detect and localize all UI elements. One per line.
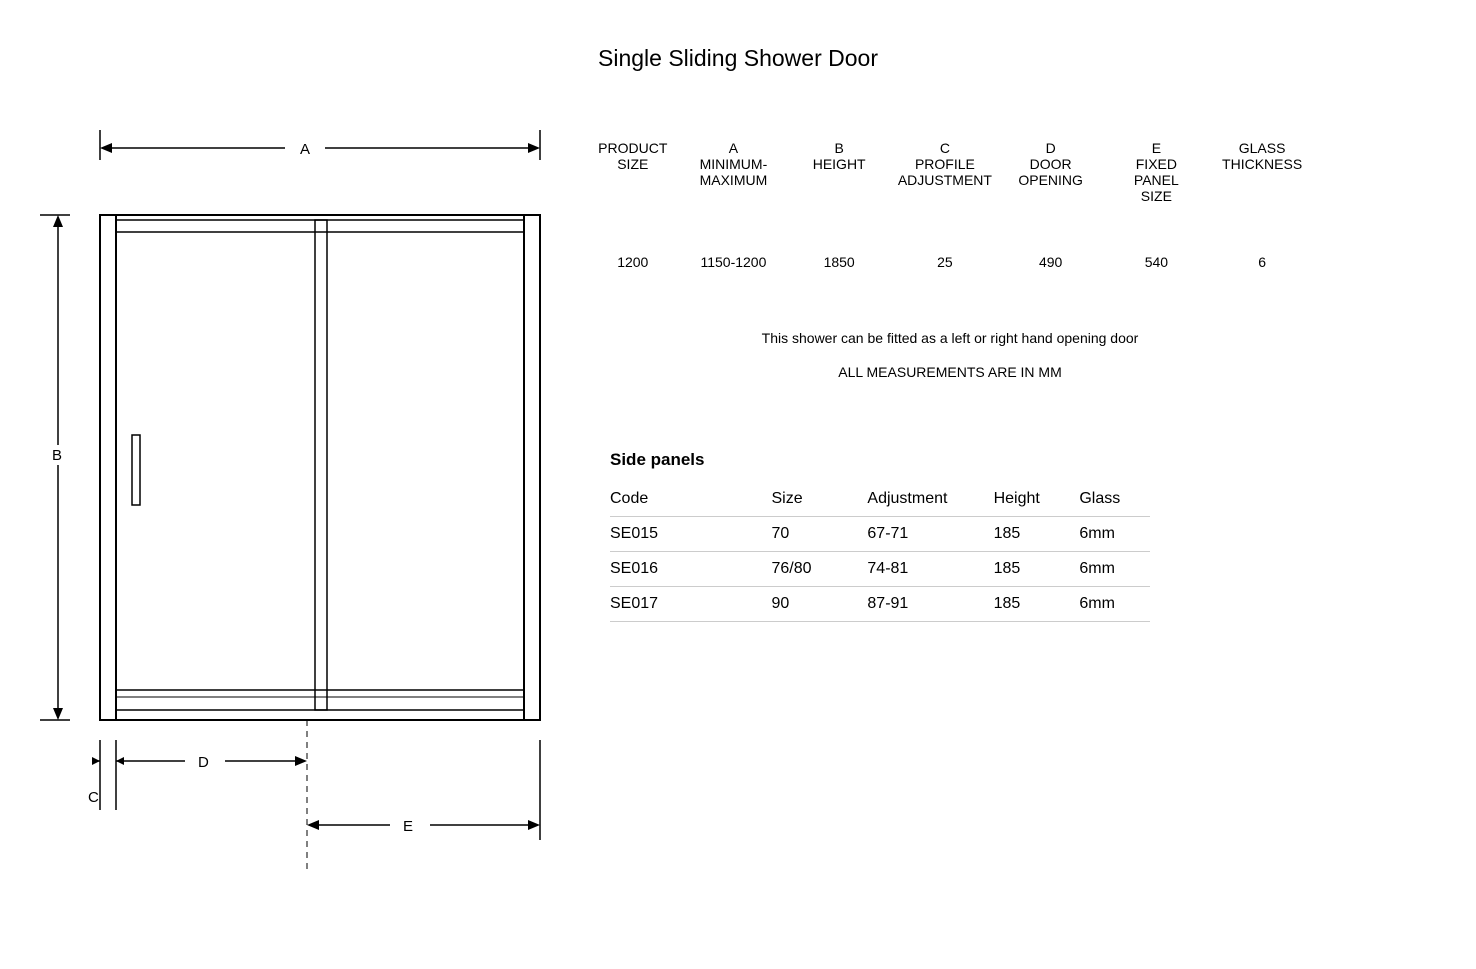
side-panels-row: SE017 90 87-91 185 6mm	[610, 587, 1150, 622]
side-col-code: Code	[610, 490, 772, 508]
side-cell-adjustment: 87-91	[867, 595, 993, 613]
dimension-e: E	[307, 740, 540, 840]
side-col-adjustment: Adjustment	[867, 490, 993, 508]
dim-label-c: C	[88, 789, 99, 806]
spec-header-e: E FIXED PANEL SIZE	[1104, 140, 1210, 204]
side-col-size: Size	[772, 490, 868, 508]
spec-header-d: D DOOR OPENING	[998, 140, 1104, 204]
dim-label-d: D	[198, 754, 209, 771]
side-col-glass: Glass	[1079, 490, 1150, 508]
side-col-height: Height	[994, 490, 1080, 508]
spec-d: 490	[998, 254, 1104, 270]
side-panels-row: SE015 70 67-71 185 6mm	[610, 517, 1150, 552]
side-cell-glass: 6mm	[1079, 560, 1150, 578]
door-frame	[100, 215, 540, 720]
side-cell-code: SE015	[610, 525, 772, 543]
dim-label-a: A	[300, 141, 310, 158]
spec-header-row: PRODUCT SIZE A MINIMUM- MAXIMUM B HEIGHT…	[585, 140, 1315, 204]
side-cell-code: SE017	[610, 595, 772, 613]
spec-data-row: 1200 1150-1200 1850 25 490 540 6	[585, 254, 1315, 270]
spec-product-size: 1200	[585, 254, 681, 270]
page-title: Single Sliding Shower Door	[0, 45, 1476, 72]
spec-e: 540	[1104, 254, 1210, 270]
dimension-d: D	[122, 751, 307, 771]
side-cell-adjustment: 74-81	[867, 560, 993, 578]
side-cell-height: 185	[994, 525, 1080, 543]
spec-header-glass: GLASS THICKNESS	[1209, 140, 1315, 204]
note-fitted: This shower can be fitted as a left or r…	[585, 330, 1315, 346]
spec-glass: 6	[1209, 254, 1315, 270]
side-panels-header: Code Size Adjustment Height Glass	[610, 482, 1150, 517]
side-cell-size: 70	[772, 525, 868, 543]
dimension-b: B	[40, 215, 70, 720]
side-panels-table: Side panels Code Size Adjustment Height …	[610, 450, 1150, 622]
spec-header-a: A MINIMUM- MAXIMUM	[681, 140, 787, 204]
spec-c: 25	[892, 254, 998, 270]
side-cell-height: 185	[994, 595, 1080, 613]
side-cell-size: 90	[772, 595, 868, 613]
side-cell-size: 76/80	[772, 560, 868, 578]
spec-header-c: C PROFILE ADJUSTMENT	[892, 140, 998, 204]
side-cell-code: SE016	[610, 560, 772, 578]
side-cell-height: 185	[994, 560, 1080, 578]
dim-label-b: B	[52, 447, 62, 464]
notes-area: This shower can be fitted as a left or r…	[585, 330, 1315, 398]
dim-label-e: E	[403, 818, 413, 835]
side-cell-adjustment: 67-71	[867, 525, 993, 543]
side-cell-glass: 6mm	[1079, 595, 1150, 613]
spec-header-product-size: PRODUCT SIZE	[585, 140, 681, 204]
side-panels-row: SE016 76/80 74-81 185 6mm	[610, 552, 1150, 587]
spec-a: 1150-1200	[681, 254, 787, 270]
side-panels-title: Side panels	[610, 450, 1150, 470]
note-units: ALL MEASUREMENTS ARE IN MM	[585, 364, 1315, 380]
dimension-c: C	[88, 740, 124, 810]
spec-table: PRODUCT SIZE A MINIMUM- MAXIMUM B HEIGHT…	[585, 140, 1315, 270]
dimension-a: A	[100, 130, 540, 160]
shower-door-diagram: A B	[40, 130, 560, 890]
side-cell-glass: 6mm	[1079, 525, 1150, 543]
spec-b: 1850	[786, 254, 892, 270]
spec-header-b: B HEIGHT	[786, 140, 892, 204]
